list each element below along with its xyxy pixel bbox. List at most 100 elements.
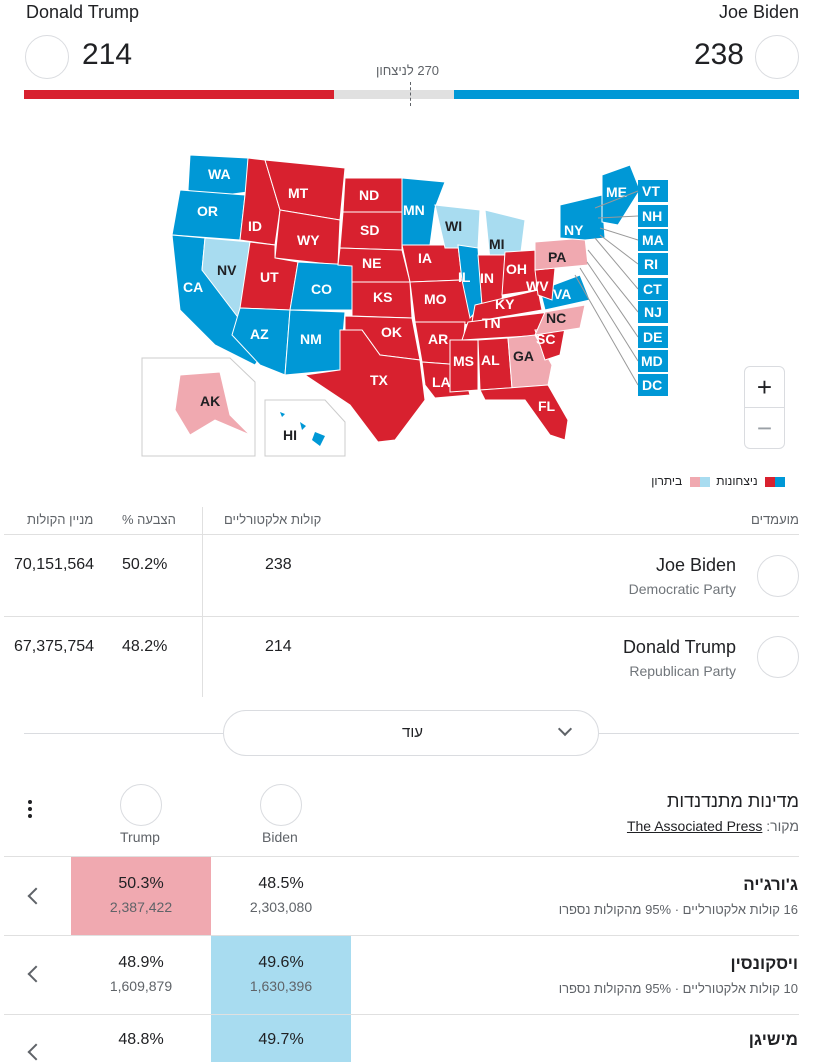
biden-pct: 48.5%	[258, 875, 304, 892]
vote-count: 67,375,754	[14, 638, 95, 655]
biden-name: Joe Biden	[718, 2, 799, 22]
box-ma	[638, 229, 668, 251]
label-tn: TN	[482, 315, 501, 331]
label-ar: AR	[428, 331, 448, 347]
state-ny	[559, 194, 606, 241]
candidate-party: Republican Party	[629, 663, 736, 679]
label-ma: MA	[642, 232, 664, 248]
trump-cell: 48.9% 1,609,879	[71, 936, 211, 1014]
biden-pct: 49.7%	[258, 1031, 304, 1048]
label-ny: NY	[564, 222, 584, 238]
more-button[interactable]: עוד	[223, 710, 599, 756]
state-tx	[303, 329, 426, 443]
label-nj: NJ	[644, 304, 662, 320]
label-ks: KS	[373, 289, 392, 305]
trump-small-avatar	[120, 784, 162, 826]
dem-won-swatch	[775, 476, 785, 487]
more-label: עוד	[402, 724, 423, 741]
state-mn	[401, 177, 446, 246]
biden-cell: 48.5% 2,303,080	[211, 857, 351, 935]
state-va	[539, 274, 591, 311]
label-wa: WA	[208, 166, 231, 182]
state-hi	[280, 412, 325, 446]
label-nv: NV	[217, 262, 237, 278]
table-rule	[4, 935, 799, 936]
label-al: AL	[481, 352, 500, 368]
state-name: מישיגן	[748, 1030, 798, 1049]
zoom-in-button[interactable]: +	[745, 367, 784, 408]
state-ia	[401, 244, 463, 283]
col-header-electoral: קולות אלקטורליים	[224, 512, 322, 527]
label-sc: SC	[536, 331, 555, 347]
state-ne-small	[601, 164, 641, 226]
biden-small-avatar	[260, 784, 302, 826]
label-mt: MT	[288, 185, 309, 201]
box-ct	[638, 278, 668, 300]
candidate-avatar	[757, 555, 799, 597]
trump-name: Donald Trump	[26, 2, 140, 22]
col-header-candidates: מועמדים	[751, 512, 799, 527]
candidate-name: Joe Biden	[655, 555, 736, 575]
zoom-controls: + −	[744, 366, 785, 449]
chevron-left-icon[interactable]	[27, 1043, 45, 1061]
map-legend: ניצחונות ביתרון	[651, 474, 785, 488]
label-in: IN	[480, 270, 494, 286]
rep-lead-swatch	[689, 476, 700, 487]
box-ri	[638, 253, 668, 275]
trump-progress-bar	[24, 90, 334, 99]
us-map[interactable]: WA OR CA NV ID MT WY UT AZ CO NM ND SD N…	[140, 150, 670, 460]
label-ms: MS	[453, 353, 474, 369]
label-pa: PA	[548, 249, 566, 265]
biden-progress-bar	[454, 90, 799, 99]
state-name: ויסקונסין	[730, 954, 799, 973]
label-co: CO	[311, 281, 332, 297]
candidate-party: Democratic Party	[628, 581, 736, 597]
label-ga: GA	[513, 348, 534, 364]
label-id: ID	[248, 218, 262, 234]
box-vt	[638, 180, 668, 202]
trump-votes: 2,387,422	[109, 899, 173, 915]
state-pa	[534, 237, 589, 271]
label-nc: NC	[546, 310, 566, 326]
label-ut: UT	[260, 269, 279, 285]
source-link[interactable]: The Associated Press	[626, 818, 763, 834]
trump-cell: 50.3% 2,387,422	[71, 857, 211, 935]
chevron-left-icon[interactable]	[27, 965, 45, 983]
small-state-boxes: VT NH MA RI CT NJ DE MD DC	[574, 180, 668, 396]
label-ri: RI	[644, 256, 658, 272]
biden-cell: 49.6% 1,630,396	[211, 936, 351, 1014]
biden-votes: 1,630,396	[249, 978, 313, 994]
label-wi: WI	[445, 218, 462, 234]
label-ia: IA	[418, 250, 432, 266]
vote-count: 70,151,564	[14, 556, 95, 573]
zoom-out-button[interactable]: −	[756, 413, 773, 443]
alaska-inset-frame	[141, 357, 256, 457]
more-options-icon[interactable]	[28, 800, 32, 818]
label-wv: WV	[526, 278, 549, 294]
label-vt: VT	[642, 183, 660, 199]
chevron-left-icon[interactable]	[27, 887, 45, 905]
electoral-votes: 214	[265, 638, 292, 655]
candidate-avatar	[757, 636, 799, 678]
candidate-name: Donald Trump	[622, 637, 736, 657]
progress-track	[24, 90, 799, 99]
source-line: מקור: The Associated Press	[627, 818, 799, 834]
label-fl: FL	[538, 398, 556, 414]
state-sub: 16 קולות אלקטורליים · 95% מהקולות נספרו	[558, 902, 798, 917]
state-nc	[534, 304, 586, 336]
table-rule	[4, 534, 799, 535]
table-rule	[4, 856, 799, 857]
chevron-down-icon	[557, 721, 573, 737]
state-az	[231, 307, 291, 376]
label-va: VA	[553, 286, 571, 302]
label-wy: WY	[297, 232, 320, 248]
state-ak	[174, 371, 251, 436]
label-nd: ND	[359, 187, 379, 203]
biden-votes: 2,303,080	[249, 899, 313, 915]
box-nj	[638, 301, 668, 323]
label-oh: OH	[506, 261, 527, 277]
state-fl	[479, 384, 569, 441]
source-label: מקור:	[766, 818, 799, 834]
col-biden: Biden	[262, 829, 298, 845]
biden-cell: 49.7%	[211, 1015, 351, 1062]
